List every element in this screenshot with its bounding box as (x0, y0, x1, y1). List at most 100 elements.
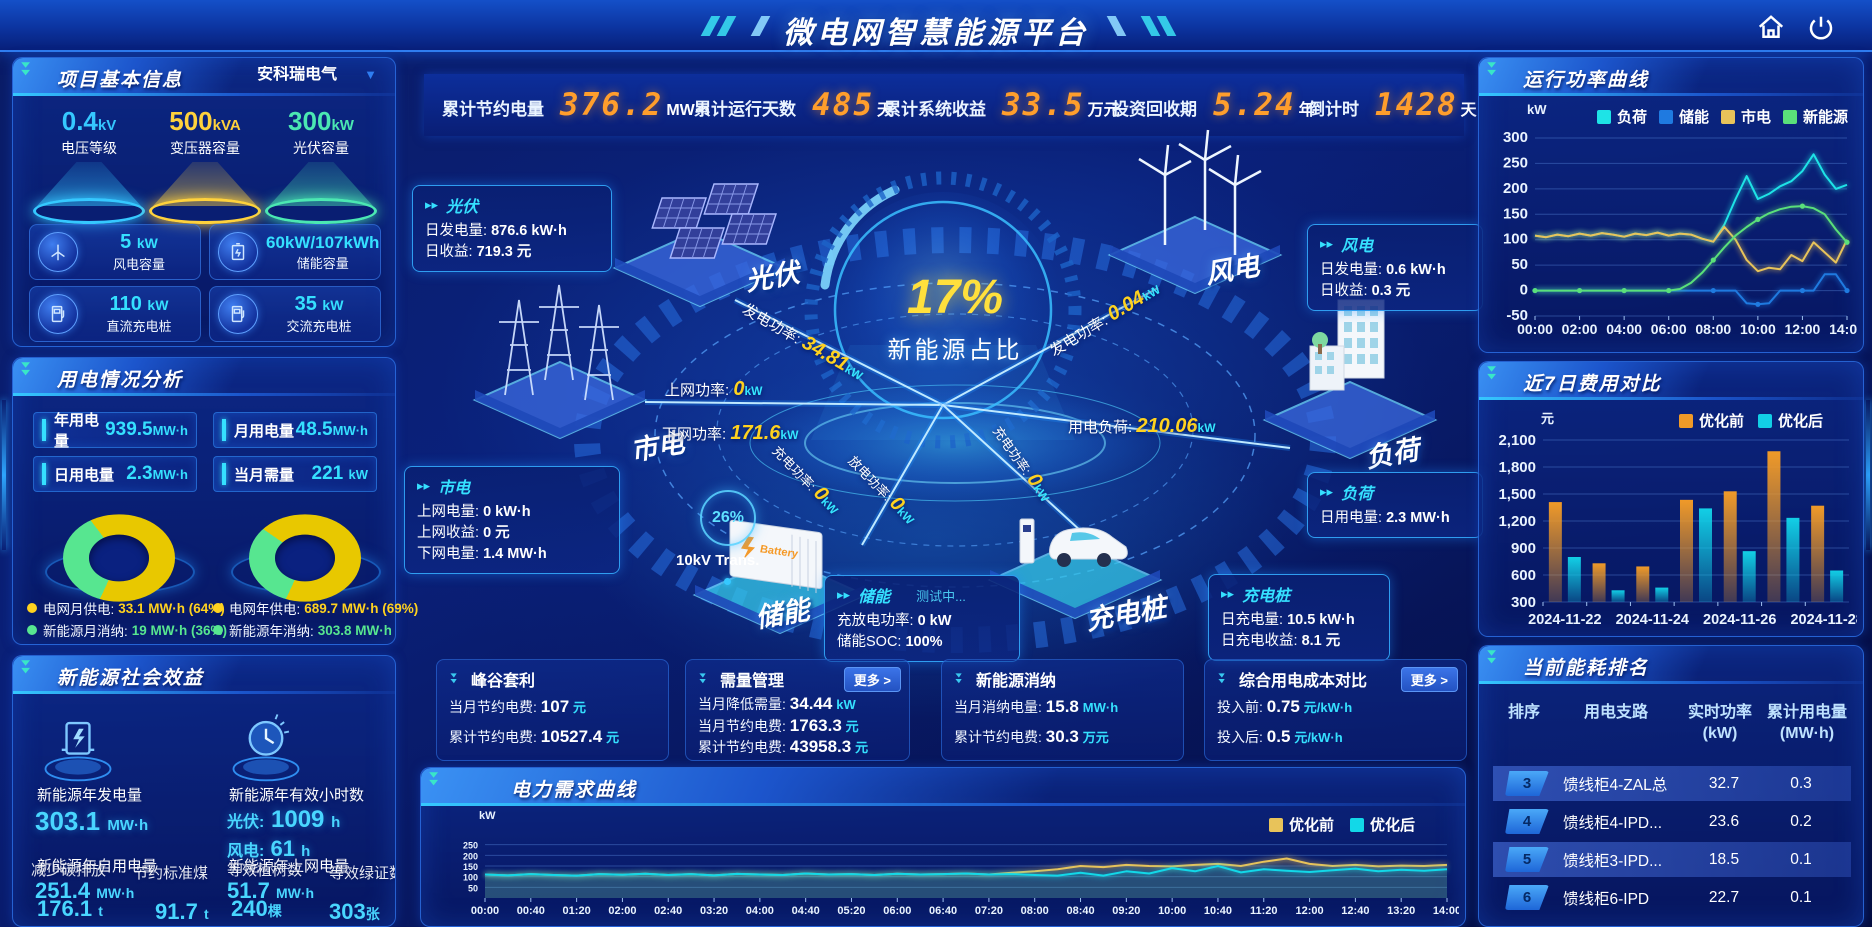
rank-badge: 6 (1505, 885, 1549, 910)
legend-item[interactable]: 市电 (1721, 106, 1771, 127)
svg-text:200: 200 (1503, 180, 1528, 197)
kpi-label: 累计系统收益 (884, 100, 986, 119)
company-select[interactable]: 安科瑞电气 (257, 66, 339, 83)
svg-text:-50: -50 (1506, 307, 1528, 324)
power-legend: 负荷 储能 市电 新能源 (1597, 106, 1848, 127)
svg-text:06:00: 06:00 (1651, 321, 1687, 337)
svg-text:02:00: 02:00 (608, 905, 636, 917)
panel-title: 运行功率曲线 (1523, 70, 1650, 91)
wind-box-title: 风电 (1341, 238, 1374, 255)
svg-text:02:00: 02:00 (1562, 321, 1598, 337)
svg-text:600: 600 (1511, 567, 1536, 584)
svg-text:50: 50 (1511, 256, 1528, 273)
corner-icon (699, 673, 706, 684)
ranking-panel: 当前能耗排名 排序 用电支路 实时功率 (kW) 累计用电量 (MW·h) 3 … (1478, 645, 1864, 927)
light-beam (37, 162, 141, 206)
y-axis-unit: kW (479, 810, 496, 822)
panel-title: 新能源消纳 (976, 673, 1057, 690)
svg-text:03:20: 03:20 (700, 905, 728, 917)
kpi-value: 1428 (1375, 87, 1458, 123)
demand-more-button[interactable]: 更多 > (843, 667, 901, 692)
svg-text:04:00: 04:00 (1606, 321, 1642, 337)
legend-grid-month: 电网月供电: 33.1 MW·h (64%) (27, 598, 225, 618)
legend-item[interactable]: 优化后 (1349, 814, 1415, 835)
to-grid-label: 新能源年上网电量 (229, 858, 350, 875)
panel-corner-icon (19, 60, 41, 82)
svg-text:05:20: 05:20 (837, 905, 865, 917)
panel-header: 运行功率曲线 (1479, 58, 1863, 96)
page-title: 微电网智慧能源平台 (783, 17, 1089, 50)
self-use-value: 251.4 MW·h (35, 878, 135, 903)
corner-icon (955, 673, 962, 684)
svg-text:14:00: 14:00 (1829, 321, 1857, 337)
kpi-value: 485 (812, 87, 874, 123)
carbon-value: 176.1 t (37, 896, 103, 921)
month-usage-stat: 月用电量 48.5MW·h (213, 412, 377, 448)
transformer-capacity-stat: 500kVA 变压器容量 (143, 106, 267, 224)
wind-node-label: 风电 (1203, 250, 1262, 290)
grid-box-title: 市电 (438, 480, 471, 497)
cost-7day-chart: 300 600 900 1,200 1,500 1,800 2,100 2024-11-22 2… (1498, 432, 1857, 628)
svg-text:Battery: Battery (760, 543, 799, 560)
light-beam (269, 162, 373, 206)
year-supply-donut (249, 514, 361, 602)
gen-value: 303.1 MW·h (35, 806, 149, 836)
storage-node-label: 储能 (753, 594, 812, 634)
power-curve-chart: -50 0 50 100 150 200 250 300 00:00 02:00 04:00 06:0… (1503, 129, 1857, 337)
home-icon[interactable] (1756, 13, 1786, 43)
flow-load-power: 用电负荷: 210.06kW (1068, 415, 1216, 437)
svg-text:150: 150 (1503, 205, 1528, 222)
kpi-unit: 年 (1298, 102, 1315, 119)
svg-text:2024-11-28: 2024-11-28 (1790, 612, 1857, 628)
to-grid-value: 51.7 MW·h (227, 878, 315, 903)
legend-item[interactable]: 优化后 (1758, 410, 1823, 431)
svg-text:00:00: 00:00 (1517, 321, 1553, 337)
arrow-icon: ▸▸ (1320, 484, 1334, 499)
table-row[interactable]: 4 馈线柜4-IPD... 23.6 0.2 (1493, 804, 1851, 839)
legend-item[interactable]: 储能 (1659, 106, 1709, 127)
svg-text:300: 300 (1503, 129, 1528, 146)
cost-more-button[interactable]: 更多 > (1400, 667, 1458, 692)
certs-value: 303张 (329, 899, 380, 924)
demand-curve-panel: 电力需求曲线 kW 优化前 优化后 50 100 150 200 250 00:00 00:… (420, 767, 1466, 927)
top-header: 微电网智慧能源平台 (0, 0, 1872, 52)
arrow-icon: ▸▸ (417, 478, 431, 493)
legend-item[interactable]: 优化前 (1268, 814, 1334, 835)
storage-box-title: 储能 (858, 589, 891, 606)
legend-item[interactable]: 优化前 (1679, 410, 1744, 431)
rank-badge: 3 (1505, 771, 1549, 796)
y-axis-unit: 元 (1541, 411, 1555, 426)
svg-text:150: 150 (463, 862, 478, 872)
svg-text:2024-11-22: 2024-11-22 (1528, 612, 1601, 628)
power-curve-panel: 运行功率曲线 kW 负荷 储能 市电 新能源 -50 0 50 100 150 200 25… (1478, 57, 1864, 353)
legend-item[interactable]: 新能源 (1783, 106, 1848, 127)
svg-text:11:20: 11:20 (1250, 905, 1278, 917)
wind-info-box: ▸▸ 风电 日发电量: 0.6 kW·h 日收益: 0.3 元 (1307, 224, 1483, 311)
table-row[interactable]: 5 馈线柜3-IPD... 18.5 0.1 (1493, 842, 1851, 877)
load-box-title: 负荷 (1341, 486, 1374, 503)
panel-header: 新能源社会效益 (13, 656, 395, 694)
legend-item[interactable]: 负荷 (1597, 106, 1647, 127)
battery-icon (218, 232, 258, 272)
flow-pv-gen-power: 发电功率: 34.81kW (739, 300, 866, 383)
panel-corner-icon (1485, 364, 1507, 386)
table-row[interactable]: 3 馈线柜4-ZAL总 32.7 0.3 (1493, 766, 1851, 801)
panel-corner-icon (427, 770, 449, 792)
svg-text:12:40: 12:40 (1341, 905, 1369, 917)
kpi-total-income: 累计系统收益 33.5 万元 (870, 87, 1120, 123)
svg-text:12:00: 12:00 (1296, 905, 1324, 917)
svg-text:01:20: 01:20 (563, 905, 591, 917)
power-icon[interactable] (1806, 13, 1836, 43)
storage-info-box: ▸▸ 储能 测试中... 充放电功率: 0 kW 储能SOC: 100% (824, 575, 1020, 662)
kpi-payback-period: 投资回收期 5.24 年 (1098, 87, 1315, 123)
svg-text:2024-11-26: 2024-11-26 (1703, 612, 1776, 628)
svg-text:10:00: 10:00 (1158, 905, 1186, 917)
flow-storage-charge-power: 充电功率: 0kW (769, 443, 841, 518)
right-edge-decor (1866, 400, 1870, 550)
table-row[interactable]: 6 馈线柜6-IPD 22.7 0.1 (1493, 880, 1851, 915)
carbon-label: 减少碳排放 (31, 862, 107, 879)
arrow-icon: ▸▸ (837, 587, 851, 602)
svg-text:00:00: 00:00 (471, 905, 499, 917)
